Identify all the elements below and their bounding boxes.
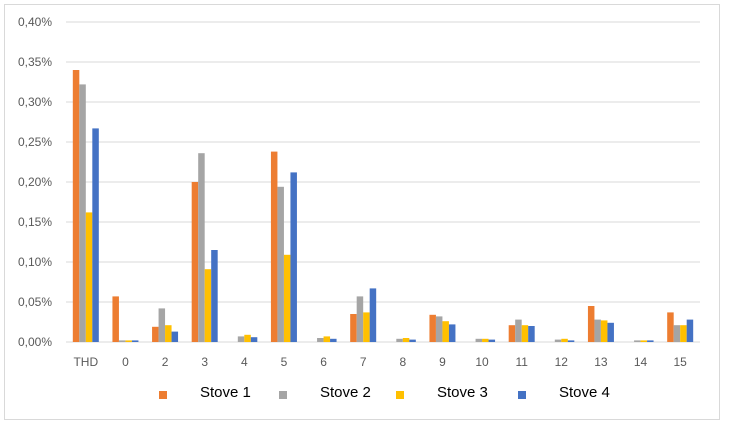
bar-stove-3-14 bbox=[640, 340, 648, 342]
bar-stove-3-12 bbox=[561, 338, 568, 342]
bar-stove-4-0 bbox=[131, 340, 139, 342]
chart-frame bbox=[4, 4, 720, 420]
bar-stove-4-9 bbox=[448, 324, 456, 342]
bar-stove-3-2 bbox=[165, 325, 172, 342]
bar-stove-2-9 bbox=[435, 316, 443, 342]
bar-stove-3-thd bbox=[85, 212, 93, 342]
bar-stove-2-15 bbox=[673, 325, 681, 342]
bar-stove-1-thd bbox=[72, 70, 80, 342]
bar-stove-2-13 bbox=[594, 319, 601, 342]
x-tick-label: 12 bbox=[555, 355, 569, 369]
bar-stove-1-3 bbox=[191, 182, 199, 342]
bar-stove-1-5 bbox=[270, 151, 278, 342]
y-tick-label: 0,05% bbox=[18, 295, 52, 309]
bar-stove-3-5 bbox=[283, 254, 291, 342]
legend-swatch bbox=[396, 391, 404, 399]
gridlines bbox=[66, 21, 700, 343]
bar-stove-1-2 bbox=[152, 326, 159, 342]
legend-label: Stove 3 bbox=[437, 384, 488, 401]
x-tick-label: 8 bbox=[399, 355, 406, 369]
bar-stove-4-13 bbox=[607, 322, 614, 342]
bars bbox=[72, 70, 694, 343]
bar-stove-4-2 bbox=[171, 331, 179, 342]
x-tick-label: 2 bbox=[162, 355, 169, 369]
y-tick-label: 0,40% bbox=[18, 15, 52, 29]
x-tick-label: THD bbox=[73, 355, 98, 369]
bar-stove-2-0 bbox=[118, 340, 126, 342]
bar-stove-4-4 bbox=[250, 337, 258, 342]
x-tick-label: 11 bbox=[515, 355, 528, 369]
bar-stove-3-8 bbox=[402, 338, 410, 342]
bar-stove-2-11 bbox=[515, 319, 522, 342]
bar-stove-1-9 bbox=[429, 314, 436, 342]
bar-stove-4-8 bbox=[409, 339, 416, 342]
x-tick-label: 5 bbox=[281, 355, 288, 369]
x-tick-label: 15 bbox=[674, 355, 688, 369]
bar-stove-3-15 bbox=[680, 325, 687, 342]
bar-stove-1-15 bbox=[667, 312, 674, 342]
bar-stove-1-11 bbox=[508, 325, 516, 342]
legend-label: Stove 1 bbox=[200, 384, 251, 401]
bar-stove-2-3 bbox=[198, 153, 205, 342]
bar-stove-2-14 bbox=[634, 340, 641, 342]
y-tick-label: 0,00% bbox=[18, 335, 52, 349]
bar-stove-1-13 bbox=[587, 306, 595, 342]
bar-stove-4-thd bbox=[92, 128, 99, 342]
y-tick-label: 0,10% bbox=[18, 255, 52, 269]
bar-stove-4-7 bbox=[369, 288, 377, 342]
legend-swatch bbox=[279, 391, 287, 399]
x-tick-label: 9 bbox=[439, 355, 446, 369]
bar-stove-2-2 bbox=[158, 308, 166, 342]
bar-stove-3-7 bbox=[363, 312, 370, 342]
bar-stove-3-6 bbox=[323, 336, 331, 342]
y-tick-label: 0,20% bbox=[18, 175, 52, 189]
x-tick-label: 0 bbox=[122, 355, 129, 369]
y-axis-ticks: 0,00% 0,05% 0,10% 0,15% 0,20% 0,25% 0,30% 0,35%… bbox=[18, 15, 52, 349]
x-axis-ticks: THD 0 2 3 4 5 6 7 8 9 10 11 12 13 14 15 bbox=[73, 355, 687, 369]
bar-stove-4-10 bbox=[488, 339, 496, 342]
legend-label: Stove 4 bbox=[559, 384, 610, 401]
bar-stove-2-10 bbox=[475, 338, 483, 342]
bar-stove-4-14 bbox=[647, 340, 654, 342]
bar-stove-2-thd bbox=[79, 84, 86, 343]
x-tick-label: 6 bbox=[320, 355, 327, 369]
bar-stove-4-5 bbox=[290, 172, 297, 342]
y-tick-label: 0,25% bbox=[18, 135, 52, 149]
legend-swatch bbox=[159, 391, 167, 399]
bar-stove-3-3 bbox=[204, 269, 212, 342]
bar-stove-4-6 bbox=[330, 338, 337, 342]
x-tick-label: 14 bbox=[634, 355, 648, 369]
y-tick-label: 0,15% bbox=[18, 215, 52, 229]
bar-stove-2-7 bbox=[356, 296, 364, 342]
bar-stove-1-7 bbox=[350, 314, 357, 342]
x-tick-label: 13 bbox=[594, 355, 608, 369]
bar-stove-3-11 bbox=[521, 325, 529, 342]
x-tick-label: 7 bbox=[360, 355, 367, 369]
bar-stove-4-12 bbox=[567, 340, 575, 342]
bar-stove-2-5 bbox=[277, 186, 284, 342]
bar-stove-1-0 bbox=[112, 296, 119, 342]
y-tick-label: 0,35% bbox=[18, 55, 52, 69]
y-tick-label: 0,30% bbox=[18, 95, 52, 109]
bar-stove-4-15 bbox=[686, 319, 694, 342]
x-tick-label: 3 bbox=[201, 355, 208, 369]
bar-stove-2-8 bbox=[396, 338, 403, 342]
bar-stove-3-9 bbox=[442, 321, 449, 342]
bar-stove-3-0 bbox=[125, 340, 132, 342]
legend-label: Stove 2 bbox=[320, 384, 371, 401]
bar-stove-3-4 bbox=[244, 334, 251, 342]
legend: Stove 1 Stove 2 Stove 3 Stove 4 bbox=[159, 384, 610, 401]
bar-stove-2-12 bbox=[554, 339, 562, 342]
bar-stove-3-10 bbox=[482, 338, 489, 342]
legend-swatch bbox=[518, 391, 526, 399]
bar-stove-4-11 bbox=[528, 326, 535, 342]
bar-stove-3-13 bbox=[600, 320, 608, 342]
bar-stove-2-6 bbox=[317, 338, 324, 342]
bar-stove-4-3 bbox=[211, 250, 218, 342]
bar-stove-2-4 bbox=[237, 336, 245, 342]
x-tick-label: 4 bbox=[241, 355, 248, 369]
x-tick-label: 10 bbox=[475, 355, 489, 369]
